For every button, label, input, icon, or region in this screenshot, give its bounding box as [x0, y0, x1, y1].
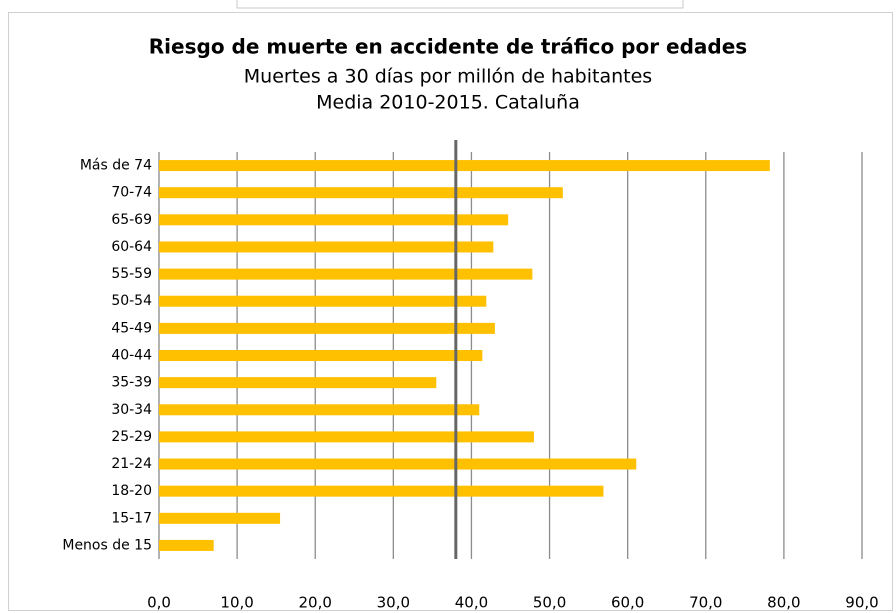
x-tick-label: 20,0: [299, 594, 332, 612]
bar: [159, 268, 533, 280]
bar: [159, 485, 604, 497]
y-tick-label: 30-34: [111, 402, 152, 418]
y-tick-label: 70-74: [111, 185, 152, 201]
y-tick-label: 15-17: [111, 510, 152, 526]
bar: [159, 377, 437, 389]
y-tick-label: 18-20: [111, 483, 152, 499]
bar: [159, 160, 770, 172]
y-tick-label: 60-64: [111, 239, 152, 255]
bar: [159, 322, 495, 334]
bar: [159, 539, 214, 551]
x-tick-label: 10,0: [220, 594, 253, 612]
top-panel-edge: [236, 0, 684, 9]
bar: [159, 350, 483, 361]
x-tick-label: 50,0: [533, 594, 566, 612]
x-tick-label: 30,0: [377, 594, 410, 612]
chart-frame: [8, 12, 893, 611]
bar: [159, 512, 281, 524]
y-tick-label: 35-39: [111, 375, 152, 391]
y-tick-label: 25-29: [111, 429, 152, 445]
x-tick-label: 90,0: [845, 594, 878, 612]
x-tick-label: 80,0: [767, 594, 800, 612]
y-tick-label: 45-49: [111, 320, 152, 336]
bar: [159, 458, 637, 470]
bar: [159, 404, 480, 416]
chart-title: Riesgo de muerte en accidente de tráfico…: [149, 35, 747, 59]
chart-subtitle: Media 2010-2015. Cataluña: [316, 92, 580, 114]
bar: [159, 295, 487, 307]
chart-subtitle: Muertes a 30 días por millón de habitant…: [244, 66, 652, 88]
y-tick-label: Menos de 15: [62, 537, 152, 553]
bar: [159, 214, 509, 226]
y-tick-label: 65-69: [111, 212, 152, 228]
bar: [159, 187, 563, 199]
bar: [159, 431, 534, 443]
x-tick-label: 60,0: [611, 594, 644, 612]
y-tick-label: 55-59: [111, 266, 152, 282]
x-tick-label: 0,0: [147, 594, 171, 612]
x-tick-label: 40,0: [455, 594, 488, 612]
bar: [159, 241, 494, 253]
y-tick-label: Más de 74: [80, 158, 152, 174]
y-tick-label: 40-44: [111, 348, 152, 364]
y-tick-label: 50-54: [111, 293, 152, 309]
x-tick-label: 70,0: [689, 594, 722, 612]
y-tick-label: 21-24: [111, 456, 152, 472]
